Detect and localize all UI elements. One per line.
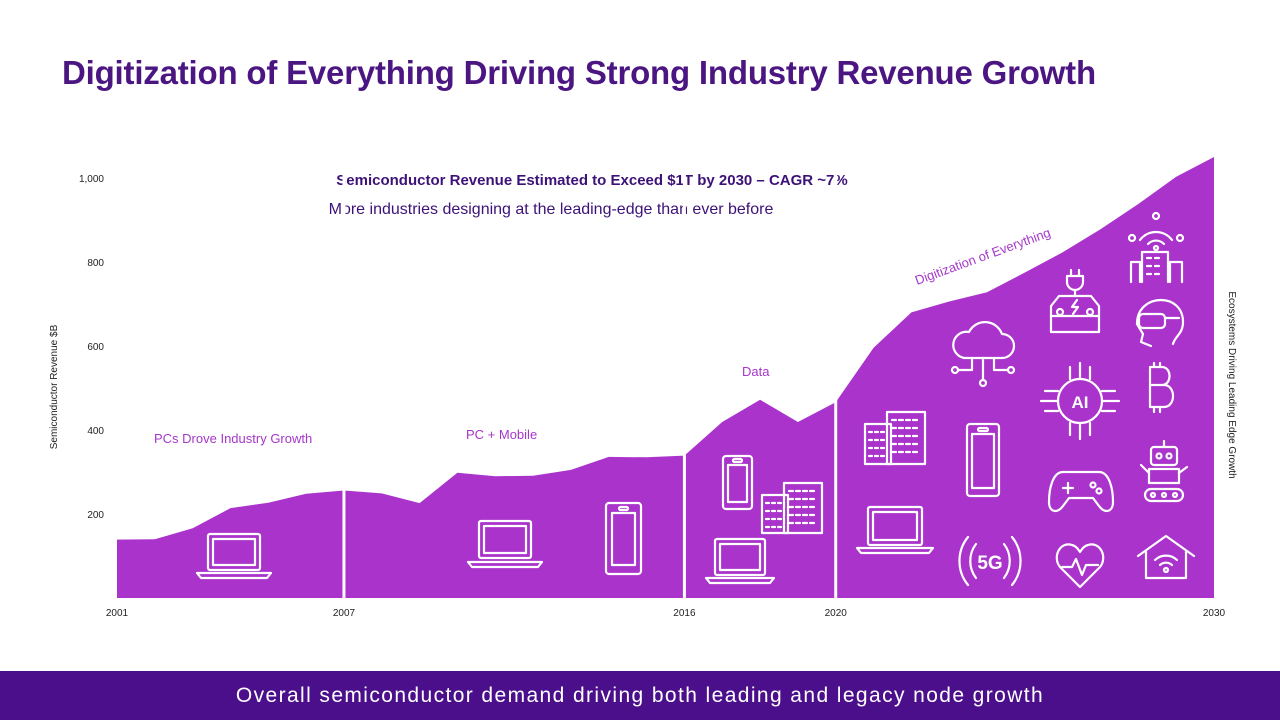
smartphone-icon [721, 454, 754, 511]
y-tick-label: 800 [87, 258, 104, 269]
server-rack-icon [760, 481, 824, 535]
chart-subtitle-secondary: More industries designing at the leading… [329, 201, 774, 218]
ai-chip-icon: AI [1039, 361, 1121, 441]
server-rack-icon [863, 410, 927, 466]
gamepad-icon [1047, 470, 1115, 512]
robot-icon [1139, 439, 1189, 503]
y-axis-label: Semiconductor Revenue $B [49, 324, 60, 449]
x-tick-label: 2030 [1203, 608, 1226, 619]
revenue-area [117, 157, 1214, 598]
y-tick-label: 600 [87, 342, 104, 353]
electric-car-icon [1049, 268, 1101, 334]
y-axis-ticks: 200 400 600 800 1,000 [79, 174, 104, 521]
footer-banner: Overall semiconductor demand driving bot… [0, 671, 1280, 720]
smart-home-wifi-icon [1136, 534, 1196, 580]
y-tick-label: 400 [87, 426, 104, 437]
laptop-icon [704, 537, 776, 585]
laptop-icon [195, 532, 273, 580]
y-tick-label: 200 [87, 510, 104, 521]
bitcoin-icon [1148, 361, 1175, 414]
x-tick-label: 2001 [106, 608, 129, 619]
svg-text:5G: 5G [977, 553, 1002, 574]
heart-rate-icon [1055, 543, 1105, 589]
smart-city-icon [1127, 211, 1185, 284]
cloud-network-icon [950, 321, 1016, 388]
annotation-pc-mobile: PC + Mobile [466, 427, 537, 442]
5g-signal-icon: 5G [958, 535, 1022, 587]
smartphone-icon [604, 501, 643, 576]
x-tick-label: 2016 [673, 608, 696, 619]
y-tick-label: 1,000 [79, 174, 104, 185]
vr-headset-icon [1135, 298, 1185, 348]
svg-text:AI: AI [1072, 393, 1089, 412]
x-axis-ticks: 2001 2007 2016 2020 2030 [106, 608, 1226, 619]
slide-title: Digitization of Everything Driving Stron… [62, 54, 1096, 91]
chart-subtitle: Semiconductor Revenue Estimated to Excee… [336, 172, 847, 189]
era-dividers [342, 170, 838, 598]
x-tick-label: 2007 [333, 608, 356, 619]
annotation-data: Data [742, 364, 770, 379]
annotation-pcs: PCs Drove Industry Growth [154, 431, 312, 446]
laptop-icon [855, 505, 935, 555]
revenue-area-chart: Semiconductor Revenue Estimated to Excee… [49, 157, 1237, 619]
x-tick-label: 2020 [825, 608, 848, 619]
right-side-label: Ecosystems Driving Leading Edge Growth [1226, 291, 1237, 478]
laptop-icon [466, 519, 544, 569]
smartphone-icon [965, 422, 1001, 498]
